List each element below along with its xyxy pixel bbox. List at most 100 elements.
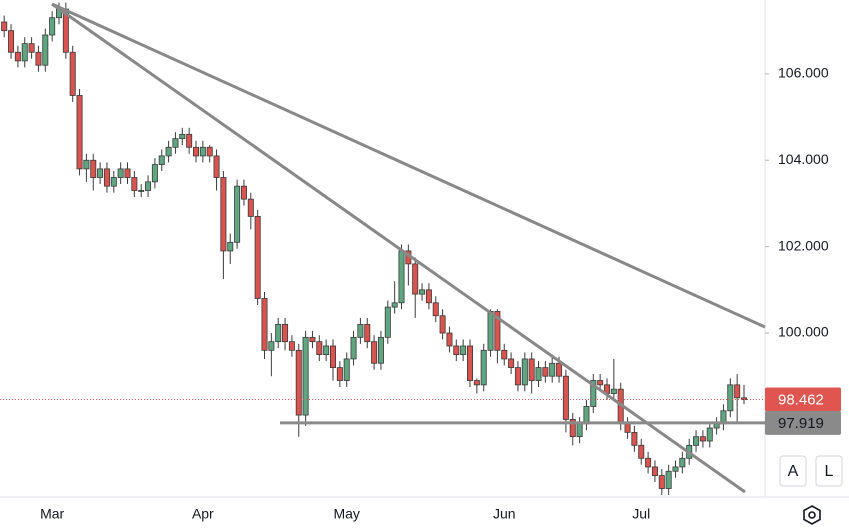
candle-body: [590, 380, 597, 407]
candle-body: [268, 341, 275, 351]
button-label[interactable]: A: [788, 463, 799, 480]
candle-body: [645, 457, 652, 468]
x-tick-label: Mar: [40, 506, 64, 522]
y-tick-label: 106.000: [778, 65, 829, 81]
candle-body: [158, 155, 165, 165]
candle-body: [371, 341, 378, 364]
candle-body: [275, 323, 282, 343]
candle-body: [576, 423, 583, 438]
candle-body: [316, 341, 323, 356]
candle-body: [672, 466, 679, 472]
candle-body: [453, 345, 460, 356]
candle-body: [480, 349, 487, 386]
candle-body: [336, 367, 343, 381]
candle-body: [76, 95, 83, 170]
candle-body: [282, 323, 289, 343]
candle-body: [172, 138, 179, 148]
candle-body: [706, 427, 713, 442]
candle-body: [343, 358, 350, 381]
candle-body: [151, 164, 158, 183]
button-label[interactable]: L: [825, 463, 834, 480]
candle-body: [42, 34, 49, 66]
candle-body: [28, 43, 35, 53]
candle-body: [323, 345, 330, 356]
candle-body: [295, 349, 302, 416]
candle-body: [583, 406, 590, 425]
candle-body: [528, 358, 535, 381]
candle-body: [384, 306, 391, 338]
candle-body: [521, 358, 528, 386]
candle-body: [439, 315, 446, 334]
price-label-box: [765, 410, 841, 435]
price-label: 97.919: [778, 415, 824, 432]
candle-body: [145, 181, 152, 191]
candle-body: [377, 336, 384, 364]
candle-body: [220, 177, 227, 252]
candle-body: [35, 51, 42, 66]
x-tick-label: Jun: [493, 506, 516, 522]
candle-body: [658, 475, 665, 489]
candle-body: [357, 323, 364, 338]
candle-body: [117, 168, 124, 178]
log-scale-button[interactable]: [815, 455, 843, 487]
candle-body: [391, 302, 398, 308]
candle-body: [699, 436, 706, 442]
candle-body: [535, 367, 542, 381]
candle-body: [14, 51, 21, 62]
candle-body: [412, 263, 419, 295]
y-tick-label: 100.000: [778, 324, 829, 340]
x-tick-label: May: [333, 506, 359, 522]
candle-body: [364, 323, 371, 343]
candle-body: [693, 436, 700, 446]
candle-body: [69, 51, 76, 96]
candle-body: [419, 289, 426, 295]
y-tick-label: 102.000: [778, 237, 829, 253]
candle-body: [501, 349, 508, 360]
candle-body: [213, 155, 220, 178]
candle-body: [206, 146, 213, 157]
candle-body: [562, 375, 569, 420]
candle-body: [234, 185, 241, 243]
trend-line: [51, 2, 766, 329]
price-label-box: [765, 387, 841, 412]
candle-body: [350, 336, 357, 360]
candle-body: [138, 190, 145, 192]
candle-body: [192, 146, 199, 157]
candle-body: [199, 146, 206, 157]
candle-body: [651, 466, 658, 476]
candle-body: [131, 177, 138, 191]
candle-body: [227, 241, 234, 252]
x-tick-label: Apr: [192, 506, 214, 522]
candle-body: [261, 298, 268, 351]
candle-body: [288, 341, 295, 351]
candle-body: [309, 336, 316, 343]
price-label: 98.462: [778, 391, 824, 408]
candle-body: [186, 133, 193, 148]
settings-icon[interactable]: [803, 505, 821, 525]
auto-scale-button[interactable]: [779, 455, 807, 487]
candle-body: [665, 470, 672, 489]
candle-body: [49, 17, 56, 36]
candle-body: [103, 168, 110, 187]
candle-body: [90, 159, 97, 178]
candle-body: [398, 250, 405, 304]
candle-body: [494, 311, 501, 351]
candle-body: [727, 384, 734, 412]
candle-body: [542, 367, 549, 377]
candle-body: [549, 362, 556, 377]
candle-body: [329, 345, 336, 368]
candle-body: [432, 302, 439, 317]
candle-body: [179, 133, 186, 140]
candle-body: [569, 419, 576, 438]
candle-body: [302, 336, 309, 416]
candle-body: [110, 177, 117, 187]
x-tick-label: Jul: [632, 506, 650, 522]
candle-body: [460, 345, 467, 356]
candle-body: [556, 362, 563, 377]
candle-body: [240, 185, 247, 200]
candle-body: [514, 367, 521, 386]
candle-body: [734, 384, 741, 399]
candle-body: [487, 311, 494, 351]
candle-body: [638, 444, 645, 459]
trend-line: [51, 2, 746, 494]
